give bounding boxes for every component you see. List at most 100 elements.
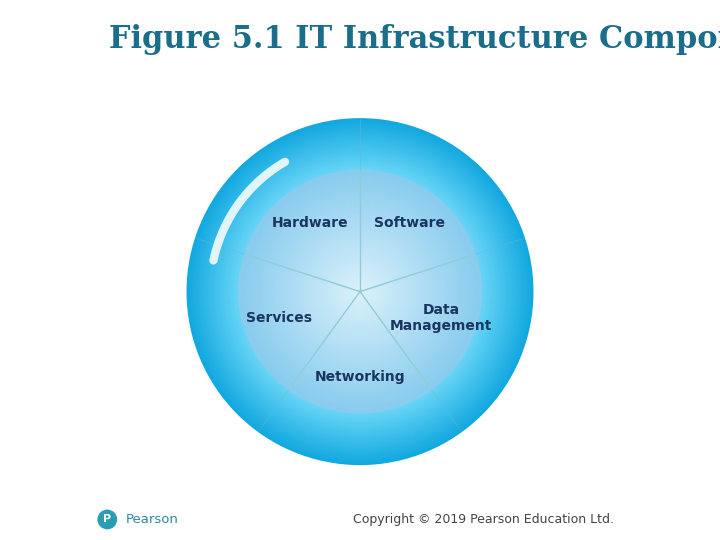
Circle shape [238, 170, 482, 413]
Circle shape [251, 182, 469, 401]
Circle shape [321, 253, 399, 330]
Circle shape [188, 120, 532, 463]
Text: Software: Software [374, 216, 446, 230]
Circle shape [342, 274, 378, 309]
Circle shape [336, 268, 384, 315]
Text: Figure 5.1 IT Infrastructure Components: Figure 5.1 IT Infrastructure Components [109, 24, 720, 55]
Circle shape [207, 139, 513, 444]
Circle shape [227, 158, 493, 425]
Circle shape [219, 151, 501, 433]
Circle shape [292, 224, 428, 360]
Circle shape [297, 230, 423, 354]
Circle shape [312, 244, 408, 339]
Circle shape [194, 125, 526, 458]
Circle shape [210, 141, 510, 442]
Circle shape [214, 145, 506, 438]
Circle shape [200, 132, 520, 451]
Circle shape [241, 173, 479, 410]
Circle shape [220, 152, 500, 431]
Circle shape [304, 235, 416, 348]
Circle shape [231, 163, 489, 421]
Circle shape [351, 282, 369, 301]
Circle shape [339, 271, 381, 313]
Circle shape [283, 214, 437, 369]
Circle shape [328, 259, 392, 325]
Circle shape [218, 150, 502, 433]
Circle shape [274, 206, 446, 377]
Circle shape [215, 147, 505, 436]
Circle shape [235, 167, 485, 416]
Circle shape [240, 172, 480, 411]
Circle shape [262, 194, 458, 389]
Circle shape [248, 179, 472, 404]
Circle shape [222, 153, 498, 430]
Circle shape [265, 197, 455, 387]
Circle shape [225, 156, 495, 427]
Circle shape [315, 247, 405, 336]
Circle shape [241, 173, 479, 410]
Circle shape [237, 168, 483, 415]
Circle shape [193, 124, 527, 459]
Circle shape [204, 136, 516, 448]
Circle shape [307, 238, 413, 345]
Circle shape [202, 133, 518, 450]
Circle shape [197, 128, 523, 455]
Circle shape [207, 138, 513, 445]
Text: Data
Management: Data Management [390, 303, 492, 333]
Circle shape [234, 165, 486, 418]
Circle shape [208, 140, 512, 443]
Circle shape [268, 200, 452, 383]
Circle shape [201, 132, 519, 451]
Circle shape [187, 119, 533, 464]
Circle shape [238, 170, 482, 413]
Circle shape [192, 123, 528, 460]
Circle shape [235, 166, 485, 417]
Circle shape [294, 226, 426, 357]
Circle shape [259, 191, 461, 393]
Circle shape [271, 202, 449, 381]
Text: Hardware: Hardware [271, 216, 348, 230]
Circle shape [330, 262, 390, 321]
Circle shape [191, 123, 529, 461]
Circle shape [310, 241, 410, 342]
Circle shape [289, 220, 431, 363]
Circle shape [212, 144, 508, 440]
Circle shape [98, 510, 117, 529]
Circle shape [224, 156, 496, 428]
Circle shape [211, 143, 509, 441]
Circle shape [253, 185, 467, 399]
Circle shape [239, 171, 481, 412]
Circle shape [194, 126, 526, 457]
Circle shape [190, 122, 530, 462]
Circle shape [223, 154, 497, 429]
Circle shape [198, 130, 522, 454]
Circle shape [238, 169, 482, 414]
Circle shape [333, 265, 387, 319]
Circle shape [244, 176, 476, 407]
Circle shape [204, 136, 516, 447]
Text: Services: Services [246, 311, 312, 325]
Circle shape [217, 148, 503, 435]
Text: Pearson: Pearson [126, 513, 179, 526]
Circle shape [348, 280, 372, 303]
Circle shape [354, 286, 366, 298]
Circle shape [229, 161, 491, 422]
Text: Copyright © 2019 Pearson Education Ltd.: Copyright © 2019 Pearson Education Ltd. [353, 514, 613, 526]
Circle shape [280, 212, 440, 372]
Circle shape [215, 146, 505, 437]
Circle shape [345, 276, 375, 307]
Circle shape [205, 137, 515, 446]
Circle shape [233, 165, 487, 418]
Circle shape [213, 144, 507, 439]
Text: Networking: Networking [315, 370, 405, 383]
Circle shape [228, 160, 492, 423]
Circle shape [225, 157, 495, 426]
Circle shape [203, 134, 517, 449]
Circle shape [199, 131, 521, 453]
Circle shape [256, 188, 464, 395]
Circle shape [228, 159, 492, 424]
Circle shape [210, 141, 510, 442]
Circle shape [195, 127, 525, 456]
Circle shape [301, 232, 419, 351]
Circle shape [318, 250, 402, 333]
